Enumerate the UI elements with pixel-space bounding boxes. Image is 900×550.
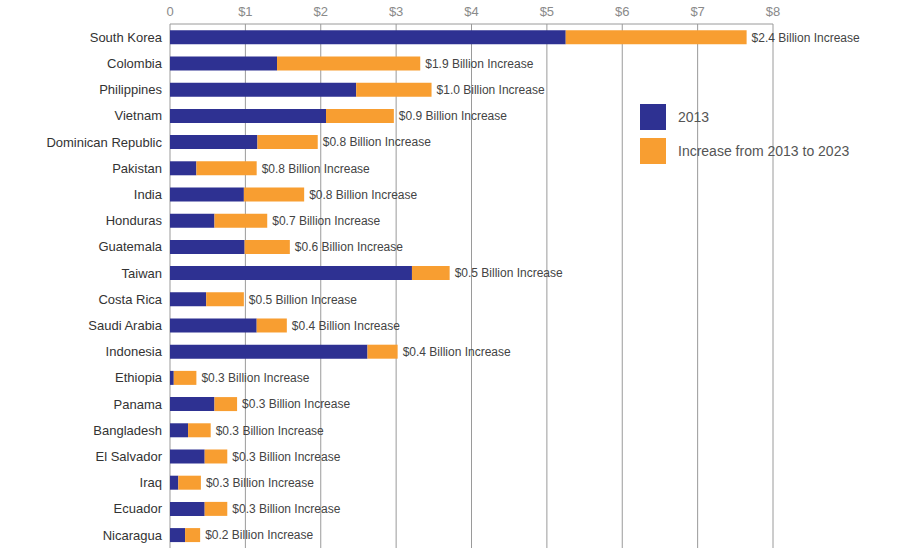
svg-text:Philippines: Philippines (99, 82, 162, 97)
svg-text:$0.8 Billion Increase: $0.8 Billion Increase (323, 135, 431, 149)
svg-text:$0.3 Billion Increase: $0.3 Billion Increase (242, 397, 350, 411)
svg-text:$0.4 Billion Increase: $0.4 Billion Increase (292, 319, 400, 333)
svg-text:$6: $6 (615, 4, 629, 19)
svg-text:South Korea: South Korea (90, 30, 163, 45)
svg-text:$0.3 Billion Increase: $0.3 Billion Increase (201, 371, 309, 385)
svg-text:$0.5 Billion Increase: $0.5 Billion Increase (249, 293, 357, 307)
html-text:Increase from 2013 to 2023: Increase from 2013 to 2023 (678, 143, 850, 159)
svg-text:$1: $1 (238, 4, 252, 19)
svg-text:$0.2 Billion Increase: $0.2 Billion Increase (205, 528, 313, 542)
svg-text:Pakistan: Pakistan (112, 161, 162, 176)
svg-text:$0.8 Billion Increase: $0.8 Billion Increase (262, 162, 370, 176)
svg-text:Costa Rica: Costa Rica (98, 292, 162, 307)
svg-text:$0.5 Billion Increase: $0.5 Billion Increase (455, 266, 563, 280)
html-text:2013: 2013 (678, 109, 710, 125)
svg-text:$7: $7 (690, 4, 704, 19)
svg-text:Colombia: Colombia (107, 56, 163, 71)
svg-text:$0.7 Billion Increase: $0.7 Billion Increase (272, 214, 380, 228)
svg-text:Vietnam: Vietnam (115, 108, 162, 123)
svg-text:$3: $3 (389, 4, 403, 19)
svg-text:Panama: Panama (114, 397, 163, 412)
svg-text:India: India (134, 187, 163, 202)
svg-text:Bangladesh: Bangladesh (93, 423, 162, 438)
svg-text:$0.9 Billion Increase: $0.9 Billion Increase (399, 109, 507, 123)
svg-text:Saudi Arabia: Saudi Arabia (88, 318, 162, 333)
svg-text:$0.6 Billion Increase: $0.6 Billion Increase (295, 240, 403, 254)
svg-text:Indonesia: Indonesia (106, 344, 163, 359)
svg-text:Dominican Republic: Dominican Republic (46, 135, 162, 150)
svg-text:$8: $8 (766, 4, 780, 19)
svg-text:0: 0 (166, 4, 173, 19)
svg-text:$4: $4 (464, 4, 478, 19)
svg-text:$0.8 Billion Increase: $0.8 Billion Increase (309, 188, 417, 202)
svg-text:Guatemala: Guatemala (98, 239, 162, 254)
svg-text:Ethiopia: Ethiopia (115, 370, 163, 385)
svg-text:$5: $5 (540, 4, 554, 19)
svg-text:Nicaragua: Nicaragua (103, 528, 163, 543)
svg-text:El Salvador: El Salvador (96, 449, 163, 464)
svg-text:$2.4 Billion Increase: $2.4 Billion Increase (752, 31, 860, 45)
svg-text:$0.3 Billion Increase: $0.3 Billion Increase (232, 502, 340, 516)
svg-text:$1.0 Billion Increase: $1.0 Billion Increase (437, 83, 545, 97)
svg-text:Honduras: Honduras (106, 213, 163, 228)
svg-text:$0.3 Billion Increase: $0.3 Billion Increase (232, 450, 340, 464)
svg-text:Ecuador: Ecuador (114, 501, 163, 516)
svg-text:Iraq: Iraq (140, 475, 162, 490)
svg-text:$0.3 Billion Increase: $0.3 Billion Increase (216, 424, 324, 438)
svg-text:$0.3 Billion Increase: $0.3 Billion Increase (206, 476, 314, 490)
svg-text:$1.9 Billion Increase: $1.9 Billion Increase (425, 57, 533, 71)
svg-text:Taiwan: Taiwan (122, 266, 162, 281)
svg-text:$2: $2 (314, 4, 328, 19)
svg-text:$0.4 Billion Increase: $0.4 Billion Increase (403, 345, 511, 359)
